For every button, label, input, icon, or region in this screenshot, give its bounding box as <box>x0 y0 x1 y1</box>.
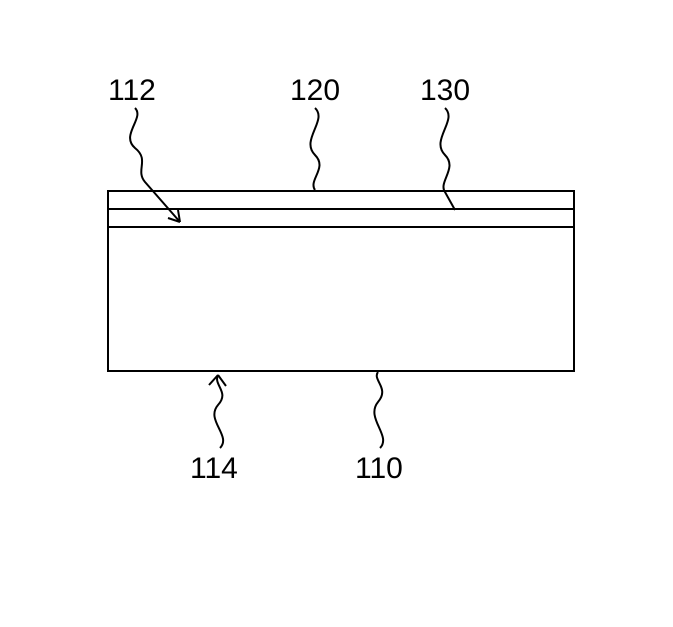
label-130: 130 <box>420 74 470 107</box>
label-120: 120 <box>290 74 340 107</box>
label-110: 110 <box>355 452 403 485</box>
cross-section-diagram: 112 120 130 114 110 <box>0 0 673 627</box>
label-112: 112 <box>108 74 156 107</box>
label-114: 114 <box>190 452 238 485</box>
